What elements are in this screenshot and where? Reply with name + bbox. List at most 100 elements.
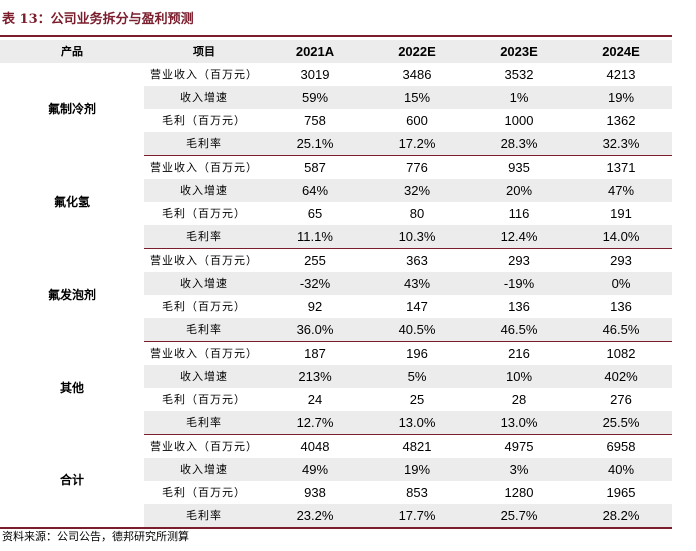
cell-value: 25.5% [570,411,672,435]
table-row: 毛利（百万元） 758 600 1000 1362 [0,109,672,132]
cell-value: 0% [570,272,672,295]
table-row: 其他 营业收入（百万元） 187 196 216 1082 [0,342,672,395]
cell-value: 14.0% [570,225,672,249]
cell-value: 46.5% [468,318,570,342]
cell-value: 1965 [606,485,636,500]
header-row: 产品 项目 2021A 2022E 2023E 2024E [0,40,672,63]
row-label: 毛利（百万元） [162,486,246,499]
row-label: 收入增速 [144,458,264,481]
cell-value: 776 [406,160,428,175]
cell-value: 10.3% [366,225,468,249]
cell-value: 92 [307,299,323,314]
cell-value: -32% [264,272,366,295]
row-label: 收入增速 [144,272,264,295]
cell-value: 64% [264,179,366,202]
cell-value: 938 [304,485,326,500]
product-name: 氟制冷剂 [47,101,96,116]
cell-value: 1% [468,86,570,109]
table-row: 毛利率 12.7% 13.0% 13.0% 25.5% [0,411,672,435]
row-label: 收入增速 [144,179,264,202]
header-product: 产品 [0,40,144,63]
cell-value: 6958 [606,439,636,454]
table-row: 毛利（百万元） 65 80 116 191 [0,202,672,225]
cell-value: 216 [508,346,530,361]
product-name: 氟化氢 [53,194,90,209]
product-name: 合计 [0,434,144,529]
table-row: 氟化氢 营业收入（百万元） 587 776 935 1371 [0,156,672,209]
cell-value: 293 [610,253,632,268]
header-item: 项目 [144,40,264,63]
cell-value: 12.4% [468,225,570,249]
row-label: 收入增速 [144,86,264,109]
table-row: 毛利（百万元） 24 25 28 276 [0,388,672,411]
cell-value: 23.2% [264,504,366,529]
cell-value: 25 [409,392,425,407]
cell-value: 19% [366,458,468,481]
cell-value: 24 [307,392,323,407]
cell-value: 276 [610,392,632,407]
cell-value: 49% [264,458,366,481]
cell-value: 32.3% [570,132,672,156]
cell-value: 4821 [402,439,432,454]
table-row: 收入增速 49% 19% 3% 40% [0,458,672,481]
cell-value: 196 [406,346,428,361]
cell-value: 4975 [504,439,534,454]
cell-value: 255 [304,253,326,268]
cell-value: 59% [264,86,366,109]
cell-value: 853 [406,485,428,500]
table-row: 收入增速 64% 32% 20% 47% [0,179,672,202]
cell-value: 1371 [606,160,636,175]
cell-value: 25.1% [264,132,366,156]
cell-value: 1082 [606,346,636,361]
cell-value: 28.2% [570,504,672,529]
cell-value: 46.5% [570,318,672,342]
product-name: 氟发泡剂 [47,287,96,302]
header-year: 2021A [264,40,366,63]
header-year: 2024E [570,40,672,63]
cell-value: 1362 [606,113,636,128]
cell-value: 758 [304,113,326,128]
table-row: 毛利率 23.2% 17.7% 25.7% 28.2% [0,504,672,529]
table-row: 收入增速 213% 5% 10% 402% [0,365,672,388]
cell-value: 65 [307,206,323,221]
row-label: 毛利率 [144,411,264,435]
forecast-table: 产品 项目 2021A 2022E 2023E 2024E 氟制冷剂 营业收入（… [0,40,672,529]
row-label: 毛利率 [144,132,264,156]
cell-value: 12.7% [264,411,366,435]
table-row: 合计 营业收入（百万元） 4048 4821 4975 6958 [0,434,672,529]
table-row: 氟发泡剂 营业收入（百万元） 255 363 293 293 [0,249,672,302]
cell-value: 28 [511,392,527,407]
row-label: 毛利（百万元） [162,393,246,406]
table-row: 毛利率 25.1% 17.2% 28.3% 32.3% [0,132,672,156]
cell-value: 293 [508,253,530,268]
cell-value: 136 [508,299,530,314]
cell-value: 19% [570,86,672,109]
cell-value: 1280 [504,485,534,500]
cell-value: 136 [610,299,632,314]
cell-value: 587 [304,160,326,175]
cell-value: 10% [468,365,570,388]
row-label: 毛利率 [144,318,264,342]
cell-value: 4213 [606,67,636,82]
header-year: 2022E [366,40,468,63]
table-row: 收入增速 -32% 43% -19% 0% [0,272,672,295]
header-year: 2023E [468,40,570,63]
cell-value: 40.5% [366,318,468,342]
cell-value: 11.1% [264,225,366,249]
cell-value: 13.0% [366,411,468,435]
cell-value: 43% [366,272,468,295]
row-label: 营业收入（百万元） [150,161,258,174]
cell-value: 32% [366,179,468,202]
cell-value: 147 [406,299,428,314]
cell-value: 1000 [504,113,534,128]
cell-value: 3% [468,458,570,481]
row-label: 毛利（百万元） [162,207,246,220]
cell-value: 47% [570,179,672,202]
cell-value: 25.7% [468,504,570,529]
product-name: 其他 [59,380,84,395]
row-label: 营业收入（百万元） [150,254,258,267]
cell-value: 402% [570,365,672,388]
cell-value: 4048 [300,439,330,454]
cell-value: 213% [264,365,366,388]
table-row: 收入增速 59% 15% 1% 19% [0,86,672,109]
